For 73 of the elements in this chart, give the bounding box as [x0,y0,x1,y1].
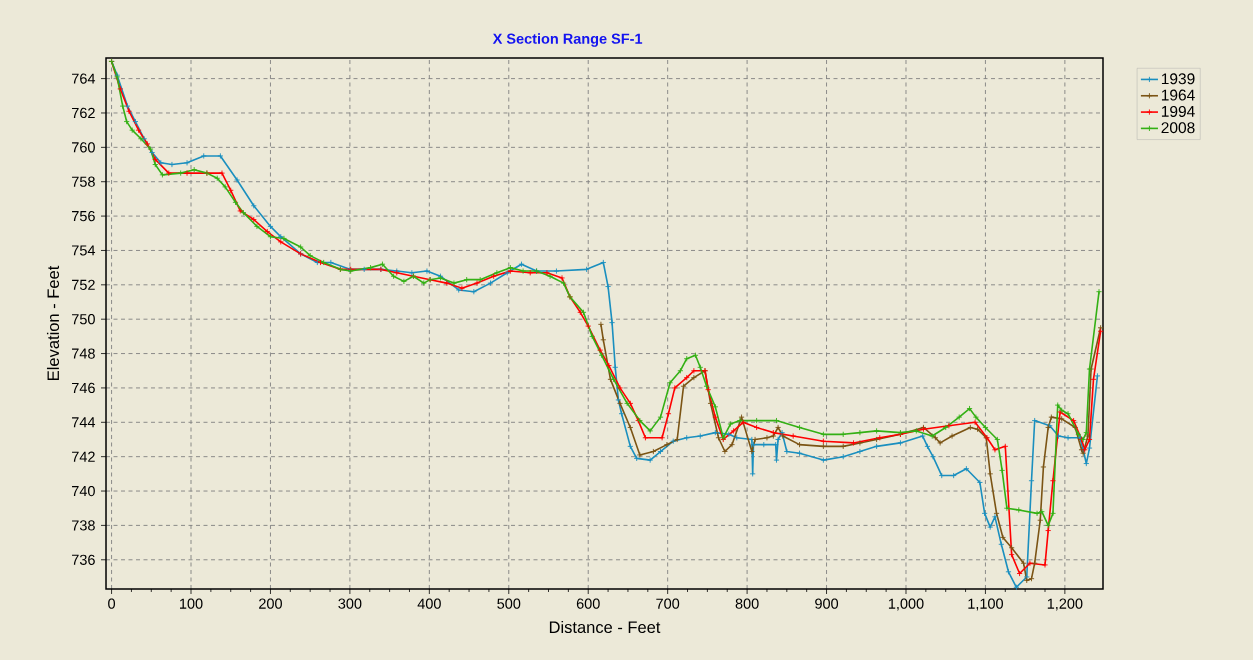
point [600,336,607,343]
point [856,439,863,446]
y-tick-label: 760 [72,142,95,153]
y-tick-label: 762 [72,107,95,119]
y-tick-label: 740 [72,485,95,497]
point [1020,560,1027,567]
y-tick-label: 754 [72,245,96,256]
y-axis-title: Elevation - Feet [46,265,60,380]
x-tick-label: 500 [497,598,521,609]
x-tick-label: 600 [576,598,600,609]
x-tick-label: 800 [735,598,759,609]
legend-label: 2008 [1161,122,1195,134]
x-tick-label: 1,000 [888,598,924,611]
y-tick-label: 752 [72,279,95,290]
y-tick-label: 748 [72,348,95,359]
x-tick-label: 1,100 [968,598,1003,611]
x-tick-label: 100 [180,598,203,609]
y-tick-label: 742 [72,451,95,462]
legend-label: 1994 [1161,105,1195,117]
point [987,470,994,477]
x-tick-label: 300 [338,598,362,609]
point [627,424,634,431]
point [616,400,624,407]
point [796,441,803,448]
y-tick-label: 756 [72,210,95,222]
point [775,424,782,431]
point [937,439,944,446]
y-tick-label: 746 [72,382,95,394]
point [752,436,759,443]
y-tick-label: 738 [72,520,95,531]
point [763,434,771,441]
point [999,534,1006,541]
y-tick-label: 736 [72,554,95,565]
point [974,426,981,433]
x-tick-label: 1,200 [1047,598,1083,611]
x-tick-label: 400 [417,598,441,609]
point [1023,577,1030,584]
point [715,434,722,441]
x-tick-label: 0 [108,598,116,609]
point [779,432,786,440]
x-tick-label: 900 [815,598,839,609]
point [663,441,670,448]
point [967,424,974,431]
legend-label: 1964 [1161,89,1195,101]
x-tick-label: 200 [259,598,282,609]
y-tick-label: 750 [72,314,95,325]
point [1037,517,1044,524]
point [949,432,956,440]
point [1072,424,1079,431]
point [1080,450,1087,457]
point [820,443,827,450]
x-axis-title: Distance - Feet [549,620,661,634]
y-tick-label: 744 [72,417,96,428]
y-tick-label: 758 [72,176,95,187]
point [650,448,657,455]
point [1008,544,1015,551]
point [1048,414,1055,421]
y-tick-label: 764 [72,73,96,84]
point [721,448,728,455]
chart-title: X Section Range SF-1 [492,33,643,47]
legend-label: 1939 [1161,73,1195,85]
point [1084,432,1091,440]
point [770,432,777,440]
point [707,400,714,407]
x-tick-label: 700 [656,598,680,609]
point [674,436,681,443]
point [1058,415,1065,422]
point [840,443,847,450]
point [680,383,687,390]
point [1028,575,1035,582]
point [636,451,643,458]
point [690,374,697,381]
point [728,441,736,448]
